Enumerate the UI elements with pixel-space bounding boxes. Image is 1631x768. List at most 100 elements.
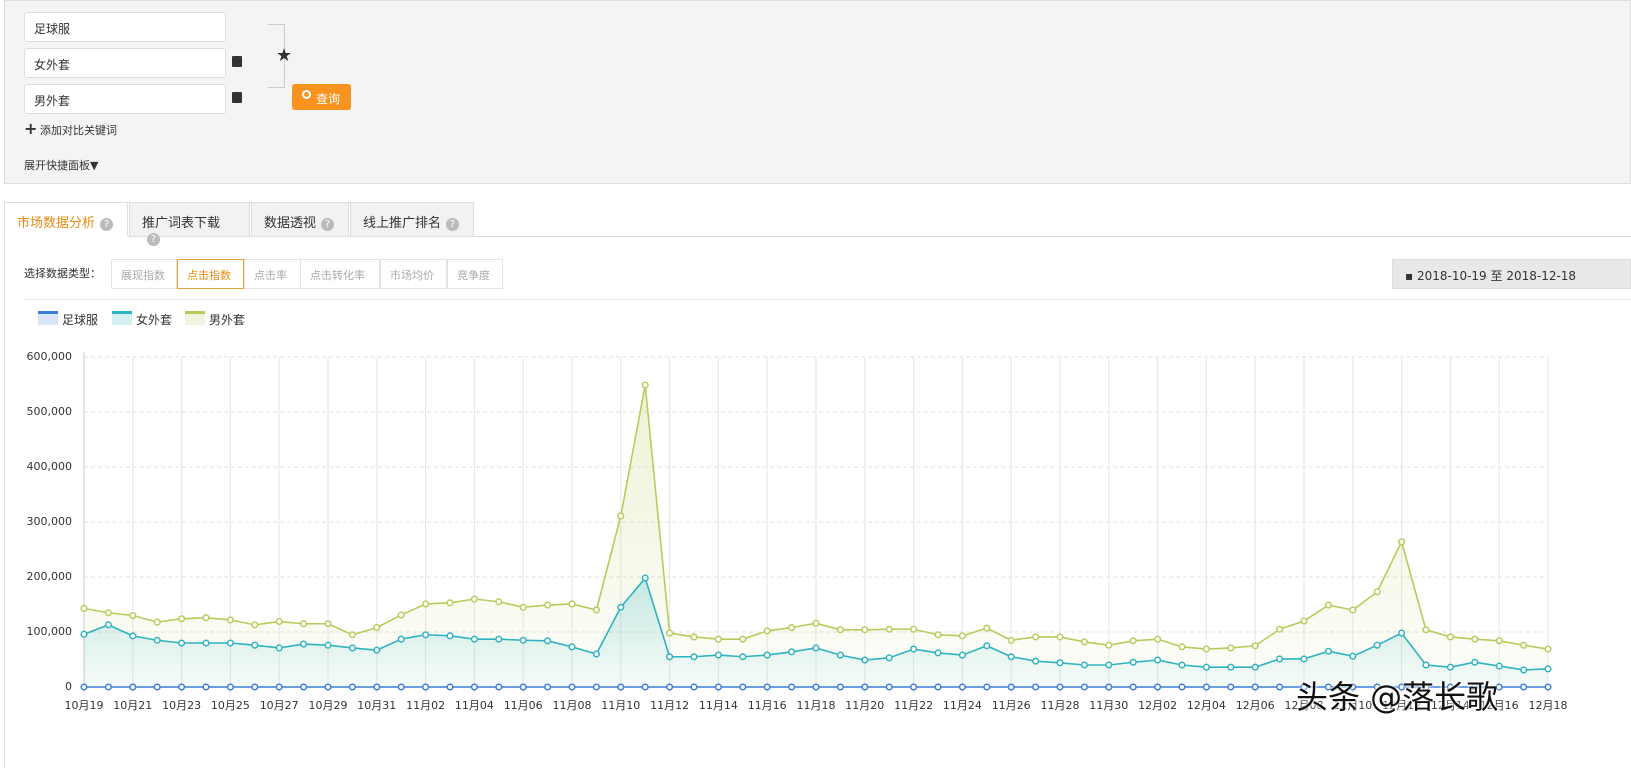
point <box>1471 658 1479 666</box>
delete-icon[interactable] <box>232 56 242 67</box>
y-tick-label: 200,000 <box>27 570 73 583</box>
point <box>910 645 918 653</box>
point <box>1373 588 1381 596</box>
point <box>300 683 308 691</box>
point <box>1105 661 1113 669</box>
add-keyword[interactable]: 添加对比关键词 <box>40 124 117 137</box>
point <box>739 683 747 691</box>
point <box>690 683 698 691</box>
y-tick-label: 300,000 <box>27 515 73 528</box>
point <box>910 625 918 633</box>
x-tick-label: 12月04 <box>1187 699 1226 712</box>
point <box>80 630 88 638</box>
y-tick-label: 100,000 <box>27 625 73 638</box>
point <box>1398 629 1406 637</box>
point <box>1007 636 1015 644</box>
point <box>275 644 283 652</box>
point <box>910 683 918 691</box>
point <box>251 683 259 691</box>
caret: ▼ <box>90 159 99 172</box>
point <box>1007 683 1015 691</box>
tab-label: 推广词表下载 <box>142 216 221 231</box>
point <box>1300 655 1308 663</box>
x-tick-label: 11月28 <box>1041 699 1080 712</box>
point <box>1056 683 1064 691</box>
point <box>592 650 600 658</box>
point <box>1446 663 1454 671</box>
keyword-input[interactable]: 男外套 <box>24 84 226 114</box>
point <box>324 683 332 691</box>
x-tick-label: 11月30 <box>1089 699 1128 712</box>
point <box>666 683 674 691</box>
delete-icon[interactable] <box>232 92 242 103</box>
data-type-option[interactable]: 点击率 <box>244 259 301 289</box>
legend-label[interactable]: 足球服 <box>62 313 99 327</box>
point <box>812 683 820 691</box>
legend-label[interactable]: 男外套 <box>209 313 246 327</box>
legend-swatch[interactable] <box>38 311 58 325</box>
data-type-option[interactable]: 点击转化率 <box>300 259 380 289</box>
point <box>714 635 722 643</box>
tab-label: 线上推广排名 <box>363 216 442 231</box>
point <box>275 683 283 691</box>
query-button[interactable]: 查询 <box>292 84 351 110</box>
point <box>446 632 454 640</box>
tab[interactable]: 线上推广排名? <box>350 202 474 237</box>
data-type-option[interactable]: 市场均价 <box>380 259 447 289</box>
point <box>568 643 576 651</box>
point <box>788 683 796 691</box>
tab[interactable]: 数据透视? <box>251 202 349 237</box>
point <box>1471 683 1479 691</box>
date-range-button[interactable]: ▪ 2018-10-19 至 2018-12-18 <box>1392 259 1631 289</box>
point <box>446 683 454 691</box>
point <box>1276 655 1284 663</box>
x-tick-label: 11月08 <box>553 699 592 712</box>
point <box>373 646 381 654</box>
point <box>617 603 625 611</box>
point <box>592 683 600 691</box>
x-tick-label: 11月02 <box>406 699 445 712</box>
point <box>275 618 283 626</box>
legend-swatch[interactable] <box>185 311 205 325</box>
legend-swatch[interactable] <box>112 311 132 325</box>
point <box>470 683 478 691</box>
legend-label[interactable]: 女外套 <box>136 313 173 327</box>
y-tick-label: 0 <box>65 680 72 693</box>
point <box>544 637 552 645</box>
star-icon[interactable]: ★ <box>276 45 293 66</box>
point <box>544 683 552 691</box>
point <box>129 683 137 691</box>
tab[interactable]: 推广词表下载? <box>129 202 250 246</box>
point <box>861 626 869 634</box>
keyword-input[interactable]: 女外套 <box>24 48 226 78</box>
point <box>861 683 869 691</box>
point <box>104 683 112 691</box>
point <box>1154 683 1162 691</box>
point <box>397 683 405 691</box>
content-panel <box>4 236 1631 768</box>
data-type-option[interactable]: 点击指数 <box>177 259 244 289</box>
point <box>714 683 722 691</box>
x-tick-label: 10月25 <box>211 699 250 712</box>
date-range: 2018-10-19 至 2018-12-18 <box>1416 269 1577 283</box>
point <box>178 615 186 623</box>
x-tick-label: 10月19 <box>65 699 104 712</box>
area-fill <box>84 385 1548 687</box>
keyword-input[interactable]: 足球服 <box>24 12 226 42</box>
watermark: 头条 @落长歌 <box>1296 678 1499 716</box>
point <box>1276 625 1284 633</box>
point <box>1154 635 1162 643</box>
point <box>1251 642 1259 650</box>
expand-panel[interactable]: 展开快捷面板▼ <box>24 157 98 173</box>
point <box>1251 663 1259 671</box>
tab[interactable]: 市场数据分析? <box>4 202 128 237</box>
x-tick-label: 11月24 <box>943 699 982 712</box>
x-tick-label: 12月02 <box>1138 699 1177 712</box>
point <box>1227 663 1235 671</box>
data-type-option[interactable]: 展现指数 <box>111 259 177 289</box>
point <box>1105 641 1113 649</box>
data-type-option[interactable]: 竞争度 <box>447 259 503 289</box>
point <box>1446 633 1454 641</box>
expand-text: 展开快捷面板 <box>24 159 90 172</box>
point <box>1032 633 1040 641</box>
